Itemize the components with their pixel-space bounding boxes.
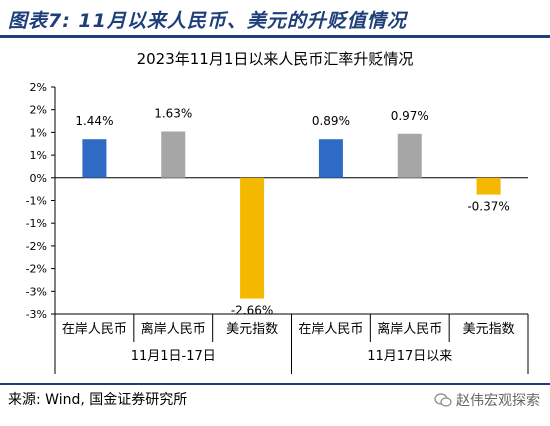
chart-title: 2023年11月1日以来人民币汇率升贬情况 [136,50,414,68]
source-note: 来源: Wind, 国金证券研究所 [8,392,188,408]
data-label-layer: 1.44% 1.63% -2.66% 0.89% 0.97% -0.37% [75,106,509,317]
bar [161,131,186,178]
y-tick-label: 2% [30,81,47,94]
bar-chart: 2% 2% 1% 1% 0% -1% -1% -2% -2% -3% -3% 1.44% 1.63% -… [26,81,529,374]
category-label: 在岸人民币 [62,322,127,337]
category-label: 美元指数 [226,322,278,337]
bar [240,177,265,299]
category-label: 离岸人民币 [377,321,442,337]
y-tick-label: -2% [26,240,47,253]
figure-title: 图表7: 11月以来人民币、美元的升贬值情况 [8,10,407,32]
bar [476,177,501,195]
axis-layer: 2% 2% 1% 1% 0% -1% -1% -2% -2% -3% -3% [26,81,528,321]
y-tick-label: -3% [26,308,47,321]
y-tick-label: -1% [26,195,47,208]
y-tick-label: -1% [26,217,47,230]
data-label: 0.97% [391,109,429,123]
category-label: 在岸人民币 [298,322,363,337]
source-rule [0,383,550,385]
data-label: -2.66% [231,304,273,318]
group-label: 11月17日以来 [367,349,452,364]
y-tick-label: 1% [30,126,47,139]
data-label: -0.37% [467,200,509,214]
bar-layer [82,131,501,299]
y-tick-label: 0% [30,172,47,185]
watermark-text: 赵伟宏观探索 [456,393,540,409]
bar [82,139,107,178]
category-label: 美元指数 [463,322,515,337]
bar [397,133,422,178]
title-rule [0,35,550,38]
y-tick-label: -3% [26,285,47,298]
wechat-icon [434,393,452,407]
data-label: 1.63% [154,106,192,120]
group-label: 11月1日-17日 [131,349,216,364]
y-tick-label: -2% [26,263,47,276]
watermark: 赵伟宏观探索 [434,390,540,410]
bar [318,139,343,178]
y-tick-label: 1% [30,149,47,162]
data-label: 1.44% [75,114,113,128]
category-label: 离岸人民币 [141,321,206,337]
y-tick-label: 2% [30,104,47,117]
data-label: 0.89% [312,114,350,128]
